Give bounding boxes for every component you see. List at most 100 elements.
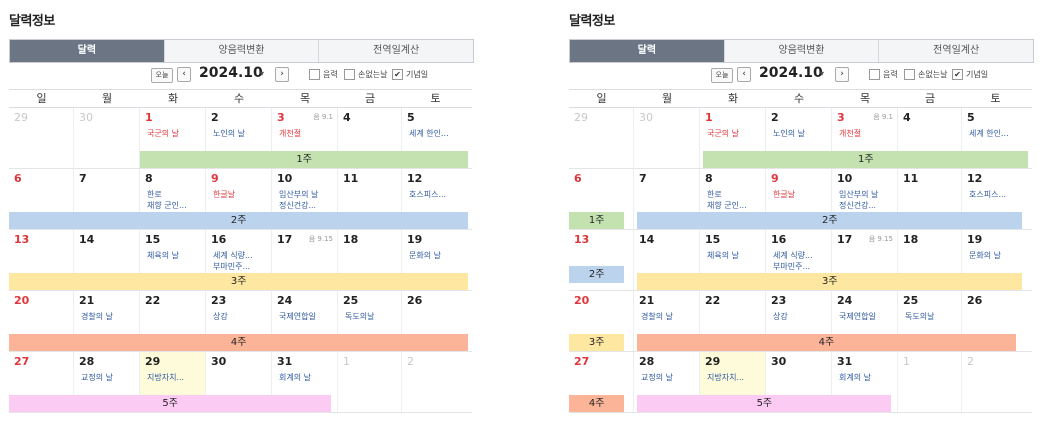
event-label[interactable]: 체육의 날	[147, 251, 179, 260]
day-cell[interactable]: 23 상강	[206, 291, 272, 351]
event-label[interactable]: 독도의날	[345, 312, 375, 321]
event-label[interactable]: 노인의 날	[213, 129, 245, 138]
day-cell[interactable]: 30	[206, 352, 272, 412]
tab-2[interactable]: 전역일계산	[878, 40, 1034, 62]
day-cell[interactable]: 25 독도의날	[338, 291, 402, 351]
option-1[interactable]: 손없는날	[344, 69, 387, 80]
prev-month-button[interactable]: ‹	[737, 67, 751, 82]
today-button[interactable]: 오늘	[711, 68, 733, 83]
checkbox-icon[interactable]	[904, 69, 915, 80]
next-month-button[interactable]: ›	[275, 67, 289, 82]
event-label[interactable]: 호스피스...	[969, 190, 1007, 199]
option-1[interactable]: 손없는날	[904, 69, 947, 80]
day-cell[interactable]: 26	[962, 291, 1029, 351]
event-label[interactable]: 회계의 날	[279, 373, 311, 382]
day-cell[interactable]: 4	[898, 108, 962, 168]
day-cell[interactable]: 2 노인의 날	[206, 108, 272, 168]
day-cell[interactable]: 4	[338, 108, 402, 168]
event-label[interactable]: 임산부의 날 정신건강...	[839, 190, 879, 210]
day-cell[interactable]: 31 회계의 날	[272, 352, 338, 412]
day-cell[interactable]: 8 한로 재향 군인...	[700, 169, 766, 229]
day-cell[interactable]: 5 세계 한인...	[962, 108, 1029, 168]
day-cell[interactable]: 22	[700, 291, 766, 351]
month-label[interactable]: 2024.10	[199, 65, 263, 81]
day-cell[interactable]: 16 세계 식량... 부마민주...	[766, 230, 832, 290]
day-cell[interactable]: 29	[569, 108, 634, 168]
event-label[interactable]: 국군의 날	[147, 129, 179, 138]
prev-month-button[interactable]: ‹	[177, 67, 191, 82]
day-cell[interactable]: 28 교정의 날	[634, 352, 700, 412]
day-cell[interactable]: 27	[9, 352, 74, 412]
tab-0[interactable]: 달력	[570, 40, 724, 62]
event-label[interactable]: 한글날	[213, 190, 236, 199]
day-cell[interactable]: 11	[338, 169, 402, 229]
event-label[interactable]: 국제연합일	[279, 312, 316, 321]
day-cell[interactable]: 9 한글날	[206, 169, 272, 229]
day-cell[interactable]: 17 음 9.15	[832, 230, 898, 290]
day-cell[interactable]: 1 국군의 날	[700, 108, 766, 168]
tab-1[interactable]: 양음력변환	[163, 40, 319, 62]
event-label[interactable]: 지방자치...	[707, 373, 745, 382]
day-cell[interactable]: 19 문화의 날	[962, 230, 1029, 290]
day-cell[interactable]: 30	[766, 352, 832, 412]
event-label[interactable]: 상강	[213, 312, 228, 321]
day-cell[interactable]: 2 노인의 날	[766, 108, 832, 168]
today-button[interactable]: 오늘	[151, 68, 173, 83]
day-cell[interactable]: 6	[9, 169, 74, 229]
event-label[interactable]: 한글날	[773, 190, 796, 199]
day-cell[interactable]: 30	[634, 108, 700, 168]
event-label[interactable]: 상강	[773, 312, 788, 321]
day-cell[interactable]: 22	[140, 291, 206, 351]
event-label[interactable]: 문화의 날	[969, 251, 1001, 260]
day-cell[interactable]: 24 국제연합일	[272, 291, 338, 351]
event-label[interactable]: 문화의 날	[409, 251, 441, 260]
day-cell[interactable]: 7	[74, 169, 140, 229]
event-label[interactable]: 세계 한인...	[409, 129, 449, 138]
day-cell[interactable]: 10 임산부의 날 정신건강...	[832, 169, 898, 229]
event-label[interactable]: 세계 식량... 부마민주...	[213, 251, 253, 271]
event-label[interactable]: 교정의 날	[641, 373, 673, 382]
day-cell[interactable]: 28 교정의 날	[74, 352, 140, 412]
day-cell[interactable]: 3 음 9.1 개천절	[272, 108, 338, 168]
event-label[interactable]: 경찰의 날	[81, 312, 113, 321]
event-label[interactable]: 체육의 날	[707, 251, 739, 260]
day-cell[interactable]: 1	[338, 352, 402, 412]
checkbox-icon[interactable]	[344, 69, 355, 80]
event-label[interactable]: 노인의 날	[773, 129, 805, 138]
day-cell[interactable]: 17 음 9.15	[272, 230, 338, 290]
day-cell[interactable]: 16 세계 식량... 부마민주...	[206, 230, 272, 290]
tab-0[interactable]: 달력	[10, 40, 164, 62]
day-cell[interactable]: 7	[634, 169, 700, 229]
event-label[interactable]: 회계의 날	[839, 373, 871, 382]
chevron-down-icon[interactable]: ▾	[260, 69, 265, 78]
tab-1[interactable]: 양음력변환	[723, 40, 879, 62]
day-cell[interactable]: 21 경찰의 날	[74, 291, 140, 351]
event-label[interactable]: 세계 한인...	[969, 129, 1009, 138]
day-cell[interactable]: 10 임산부의 날 정신건강...	[272, 169, 338, 229]
event-label[interactable]: 국제연합일	[839, 312, 876, 321]
day-cell[interactable]: 12 호스피스...	[402, 169, 469, 229]
day-cell[interactable]: 3 음 9.1 개천절	[832, 108, 898, 168]
day-cell[interactable]: 1	[898, 352, 962, 412]
day-cell[interactable]: 14	[634, 230, 700, 290]
event-label[interactable]: 호스피스...	[409, 190, 447, 199]
checkbox-icon[interactable]: ✔	[952, 69, 963, 80]
day-cell[interactable]: 29	[9, 108, 74, 168]
event-label[interactable]: 임산부의 날 정신건강...	[279, 190, 319, 210]
event-label[interactable]: 경찰의 날	[641, 312, 673, 321]
day-cell[interactable]: 19 문화의 날	[402, 230, 469, 290]
option-0[interactable]: 음력	[869, 69, 898, 80]
checkbox-icon[interactable]	[309, 69, 320, 80]
event-label[interactable]: 지방자치...	[147, 373, 185, 382]
day-cell[interactable]: 18	[338, 230, 402, 290]
event-label[interactable]: 세계 식량... 부마민주...	[773, 251, 813, 271]
day-cell[interactable]: 12 호스피스...	[962, 169, 1029, 229]
day-cell[interactable]: 25 독도의날	[898, 291, 962, 351]
day-cell[interactable]: 6	[569, 169, 634, 229]
checkbox-icon[interactable]	[869, 69, 880, 80]
day-cell[interactable]: 1 국군의 날	[140, 108, 206, 168]
day-cell[interactable]: 20	[9, 291, 74, 351]
option-2[interactable]: ✔ 기념일	[392, 69, 428, 80]
day-cell[interactable]: 5 세계 한인...	[402, 108, 469, 168]
day-cell[interactable]: 9 한글날	[766, 169, 832, 229]
